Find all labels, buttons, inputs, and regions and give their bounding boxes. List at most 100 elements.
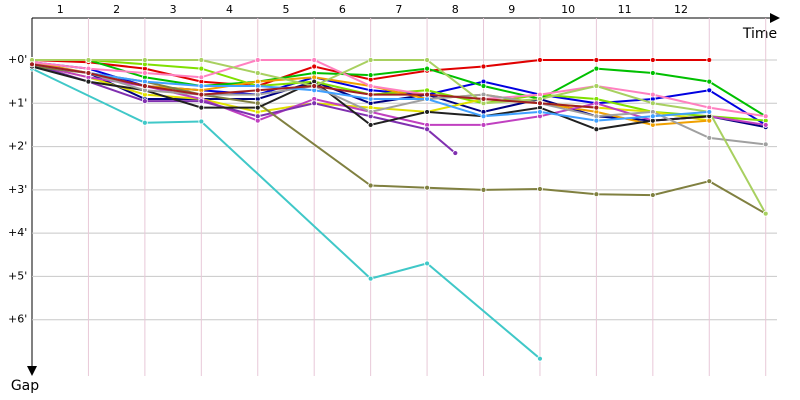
x-tick-label: 2 bbox=[113, 3, 120, 16]
series-point bbox=[706, 109, 713, 115]
series-point bbox=[537, 57, 543, 63]
series-point bbox=[649, 91, 656, 98]
series-point bbox=[593, 57, 600, 63]
series-point bbox=[593, 104, 600, 111]
series-point bbox=[141, 83, 148, 89]
series-point bbox=[706, 178, 713, 185]
series-point bbox=[311, 57, 318, 63]
series-point bbox=[762, 113, 769, 120]
y-tick-label: +2' bbox=[8, 140, 27, 153]
series-point bbox=[649, 100, 656, 107]
series-point bbox=[311, 63, 318, 70]
series-line bbox=[32, 59, 767, 215]
series-point bbox=[480, 186, 487, 193]
series-point bbox=[706, 57, 713, 63]
series-point bbox=[649, 70, 656, 76]
x-tick-label: 3 bbox=[170, 3, 177, 16]
series-point bbox=[762, 122, 769, 128]
y-tick-label: +0' bbox=[8, 53, 27, 66]
series-point bbox=[367, 91, 374, 98]
x-tick-label: 7 bbox=[395, 3, 402, 16]
series-point bbox=[537, 355, 543, 362]
series-point bbox=[762, 141, 769, 148]
series-line bbox=[31, 67, 541, 360]
series-point bbox=[254, 57, 261, 63]
series-point bbox=[537, 100, 543, 107]
series-point bbox=[367, 275, 374, 282]
series-point bbox=[198, 57, 205, 63]
series-point bbox=[85, 78, 92, 85]
series-point bbox=[367, 109, 374, 115]
y-tick-label: +3' bbox=[8, 183, 27, 196]
x-tick-label: 4 bbox=[226, 3, 233, 16]
x-tick-label: 5 bbox=[282, 3, 289, 16]
series-point bbox=[141, 98, 148, 105]
series-point bbox=[480, 63, 487, 70]
series-point bbox=[367, 122, 374, 128]
series-point bbox=[141, 70, 148, 76]
series-point bbox=[367, 72, 374, 79]
series-point bbox=[649, 57, 656, 63]
series-point bbox=[424, 65, 430, 72]
series-point bbox=[85, 57, 92, 63]
x-axis-title: Time bbox=[742, 26, 777, 42]
series-point bbox=[424, 109, 430, 115]
y-tick-label: +4' bbox=[8, 226, 27, 239]
series-line bbox=[32, 59, 767, 118]
y-tick-label: +1' bbox=[8, 96, 27, 109]
x-tick-label: 6 bbox=[339, 3, 346, 16]
series-point bbox=[198, 91, 205, 98]
series-point bbox=[311, 100, 318, 107]
x-tick-label: 12 bbox=[674, 3, 688, 16]
series-point bbox=[480, 83, 487, 89]
x-tick-label: 10 bbox=[561, 3, 575, 16]
series-point bbox=[198, 65, 205, 72]
x-tick-label: 11 bbox=[618, 3, 632, 16]
x-tick-label: 1 bbox=[57, 3, 64, 16]
series-point bbox=[198, 98, 205, 105]
y-tick-label: +5' bbox=[8, 269, 27, 282]
series-point bbox=[424, 126, 430, 133]
series-point bbox=[254, 104, 261, 111]
series-point bbox=[424, 91, 430, 98]
series-point bbox=[254, 113, 261, 120]
series-point bbox=[452, 150, 459, 156]
series-point bbox=[254, 87, 261, 94]
series-point bbox=[424, 260, 430, 267]
series-point bbox=[141, 119, 148, 126]
series-point bbox=[706, 87, 713, 94]
series-point bbox=[198, 118, 205, 125]
series-point bbox=[593, 83, 600, 89]
series-point bbox=[593, 65, 600, 72]
series-point bbox=[762, 210, 769, 217]
series-point bbox=[649, 192, 656, 198]
series-point bbox=[198, 104, 205, 111]
series-point bbox=[198, 74, 205, 81]
series-point bbox=[593, 191, 600, 198]
series-point bbox=[706, 135, 713, 141]
series-point bbox=[649, 113, 656, 120]
series-point bbox=[593, 126, 600, 133]
series-point bbox=[85, 70, 92, 76]
series-point bbox=[367, 57, 374, 63]
series-point bbox=[480, 96, 487, 102]
series-point bbox=[254, 70, 261, 76]
series-point bbox=[424, 184, 430, 191]
series-point bbox=[198, 83, 205, 89]
series-point bbox=[537, 186, 543, 192]
series-line bbox=[31, 59, 766, 118]
series-point bbox=[367, 182, 374, 189]
y-axis-arrow bbox=[27, 366, 37, 376]
series-point bbox=[593, 117, 600, 124]
series-point bbox=[141, 57, 148, 63]
series-point bbox=[311, 83, 318, 89]
lines bbox=[31, 59, 767, 360]
series-point bbox=[480, 122, 487, 128]
series-point bbox=[706, 78, 713, 85]
x-tick-label: 9 bbox=[508, 3, 515, 16]
x-axis-arrow bbox=[770, 13, 780, 23]
y-tick-label: +6' bbox=[8, 313, 27, 326]
series-point bbox=[537, 109, 543, 115]
series-point bbox=[480, 113, 487, 120]
